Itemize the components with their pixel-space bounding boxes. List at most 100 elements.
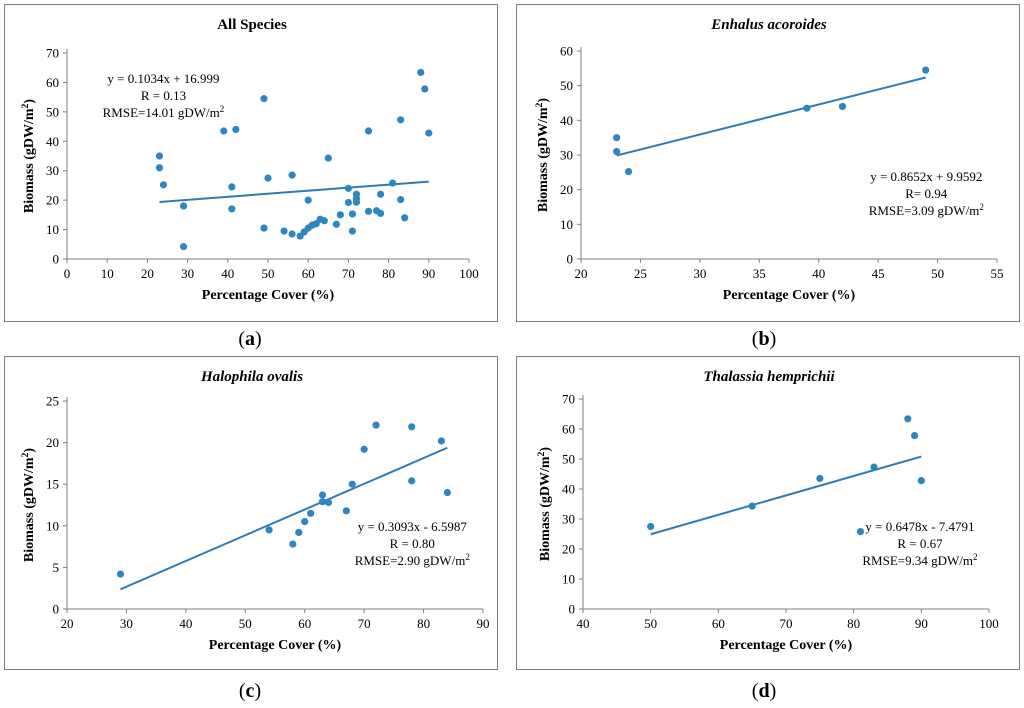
data-point [179,202,188,210]
data-point [803,104,811,112]
data-point [155,164,164,172]
caption-c: (c) [238,680,262,702]
y-tick-label: 50 [46,104,59,119]
chart-panel-b: Enhalus acoroides 20 25 30 35 40 45 50 55 0 10 20 30… [516,4,1020,322]
x-tick-label: 20 [141,266,154,281]
data-point [228,205,236,213]
data-point [352,198,361,206]
data-point [280,227,288,235]
y-tick-label: 60 [562,422,575,437]
data-point [360,445,368,453]
x-tick-label: 20 [61,616,74,631]
y-axis-label: Biomass (gDW/m2) [534,98,552,213]
x-tick-label: 30 [181,266,194,281]
annotation-line: y = 0.3093x - 6.5987 [358,519,468,534]
x-tick-label: 90 [915,616,928,631]
data-point [870,463,878,471]
data-point [220,127,228,135]
annotation-line: y = 0.6478x - 7.4791 [865,519,974,534]
x-tick-label: 40 [179,616,192,631]
x-tick-label: 80 [847,616,860,631]
annotation-line: RMSE=14.01 gDW/m2 [103,104,225,120]
x-tick-label: 25 [634,266,647,281]
data-point [116,570,125,578]
chart-d-svg: Thalassia hemprichii 40 50 60 70 80 90 100 0 10 20… [536,369,999,653]
x-tick-label: 90 [477,616,490,631]
y-tick-label: 5 [53,560,60,575]
x-tick-label: 30 [120,616,133,631]
data-point [904,415,912,423]
data-point [816,474,824,483]
caption-a-letter: a [245,328,255,350]
y-tick-label: 20 [560,182,573,197]
annotation-line: R= 0.94 [905,186,948,201]
chart-c-svg: Halophila ovalis 20 30 40 50 60 70 80 90 0 5 10 15 20… [20,369,490,653]
data-point [910,432,919,440]
caption-c-letter: c [245,680,255,702]
data-point [376,209,385,217]
data-point [348,480,356,488]
data-point [260,224,268,232]
data-point [288,171,296,179]
x-tick-label: 70 [358,616,371,631]
x-axis-label: Percentage Cover (%) [720,638,853,653]
data-point [348,227,357,235]
data-point [917,477,925,485]
chart-title: All Species [217,17,287,33]
caption-d: (d) [751,680,777,702]
caption-b: (b) [751,328,777,350]
y-tick-label: 30 [562,512,575,527]
x-tick-label: 40 [577,616,590,631]
y-tick-label: 25 [46,394,59,409]
x-axis-label: Percentage Cover (%) [202,288,335,303]
data-point [364,127,373,135]
x-tick-label: 50 [239,616,252,631]
annotation-line: RMSE=9.34 gDW/m2 [862,552,978,568]
x-tick-label: 50 [931,266,944,281]
x-tick-label: 60 [712,616,725,631]
x-tick-label: 80 [382,266,395,281]
y-tick-label: 10 [560,217,573,232]
data-point [425,129,433,137]
data-point [320,217,328,225]
data-point [408,477,416,485]
data-point [389,179,397,187]
caption-b-letter: b [758,328,770,350]
y-tick-label: 70 [562,392,575,407]
data-point [838,102,847,111]
data-point [260,95,268,103]
y-tick-label: 20 [562,542,575,557]
data-point [417,68,425,77]
y-tick-label: 40 [46,134,59,149]
data-point [264,174,272,182]
data-point [647,522,655,531]
annotation-line: RMSE=3.09 gDW/m2 [869,202,985,218]
annotation-line: R = 0.13 [141,88,186,103]
data-point [304,196,312,204]
data-point [421,85,429,93]
x-tick-label: 80 [417,616,430,631]
data-point [372,421,380,429]
x-axis-label: Percentage Cover (%) [723,288,856,303]
data-point [856,528,865,536]
annotation-line: y = 0.8652x + 9.9592 [870,169,982,184]
chart-panel-d: Thalassia hemprichii 40 50 60 70 80 90 100 0 10 20… [516,356,1020,670]
data-point [748,502,756,510]
data-point [342,507,350,515]
data-point [624,168,633,176]
y-tick-label: 30 [46,163,59,178]
trend-line [159,180,429,203]
y-tick-label: 0 [53,252,60,267]
data-point [613,134,621,142]
data-point [922,66,930,74]
y-axis-label: Biomass (gDW/m2) [20,99,38,214]
chart-title: Thalassia hemprichii [703,369,835,385]
y-tick-label: 70 [46,46,59,61]
chart-title: Halophila ovalis [200,369,303,385]
y-tick-label: 60 [46,75,59,90]
data-point [228,183,236,191]
x-tick-label: 20 [575,266,588,281]
data-point [232,125,240,134]
x-tick-label: 100 [459,266,479,281]
data-point [443,488,451,497]
